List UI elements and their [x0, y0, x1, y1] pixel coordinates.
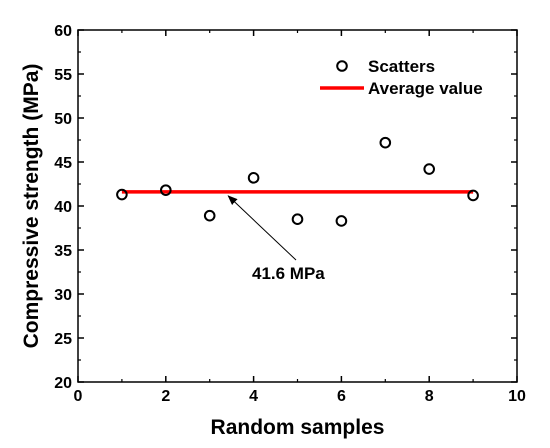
legend-scatter-marker [336, 60, 348, 72]
plot-layer: 0 2 4 6 8 10 20 25 30 35 40 45 50 55 60 Random samples C… [20, 23, 526, 439]
scatter-point [379, 136, 392, 149]
scatter-point [160, 184, 172, 196]
annotation-arrow [227, 195, 297, 261]
scatter-point [423, 163, 436, 175]
x-axis-title: Random samples [211, 416, 385, 439]
y-tick-label: 25 [54, 331, 72, 348]
y-tick-label: 55 [54, 67, 72, 84]
x-tick-label: 4 [249, 388, 258, 405]
x-tick-label: 6 [337, 388, 346, 405]
y-tick-label: 30 [54, 287, 72, 304]
x-tick-label: 2 [161, 388, 170, 405]
x-tick-label: 0 [74, 388, 83, 405]
scatter-point [291, 213, 304, 225]
y-tick-label: 60 [54, 23, 72, 40]
legend-average-label: Average value [368, 79, 483, 98]
scatter-point [335, 215, 348, 227]
y-axis-title: Compressive strength (MPa) [20, 64, 43, 349]
x-tick-label: 8 [425, 388, 434, 405]
legend-scatter-label: Scatters [368, 57, 435, 76]
scatter-point [247, 172, 260, 184]
y-tick-label: 45 [54, 155, 72, 172]
y-tick-label: 50 [54, 111, 72, 128]
annotation-label: 41.6 MPa [252, 264, 325, 283]
scatter-point [203, 209, 216, 222]
y-tick-label: 35 [54, 243, 72, 260]
scatter-point [467, 189, 479, 202]
scatter-point [116, 188, 128, 201]
y-tick-label: 40 [54, 199, 72, 216]
x-tick-label: 10 [508, 388, 526, 405]
y-tick-label: 20 [54, 375, 72, 392]
